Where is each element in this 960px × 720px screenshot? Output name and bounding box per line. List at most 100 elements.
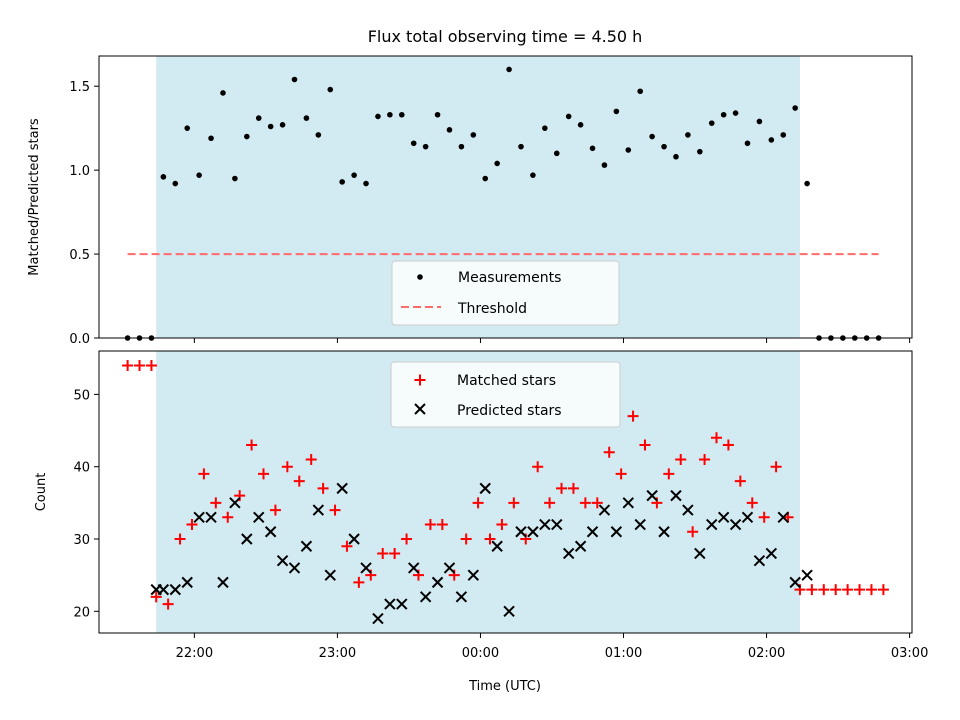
predicted-star-point bbox=[443, 562, 456, 574]
measurement-point bbox=[685, 132, 691, 138]
matched-star-point bbox=[544, 497, 556, 509]
measurement-point bbox=[744, 140, 751, 147]
measurement-point bbox=[494, 160, 500, 167]
matched-star-point bbox=[484, 533, 496, 545]
measurement-point bbox=[434, 111, 441, 118]
count-y-tick-label: 30 bbox=[73, 533, 90, 548]
predicted-star-point bbox=[193, 511, 205, 524]
ratio-legend-box bbox=[391, 260, 620, 326]
measurement-point bbox=[422, 143, 429, 150]
measurement-point bbox=[720, 111, 727, 118]
matched-star-point bbox=[567, 482, 579, 494]
predicted-star-point bbox=[241, 533, 253, 545]
measurement-point bbox=[196, 172, 202, 178]
measurement-point bbox=[756, 118, 763, 125]
matched-star-point bbox=[842, 584, 854, 596]
measurement-point bbox=[244, 133, 250, 140]
predicted-star-point bbox=[312, 504, 325, 516]
matched-star-point bbox=[424, 519, 436, 531]
matched-star-point bbox=[865, 584, 877, 596]
matched-star-point bbox=[556, 482, 568, 494]
predicted-star-point bbox=[717, 511, 730, 524]
matched-star-point bbox=[305, 453, 317, 465]
predicted-star-point bbox=[551, 518, 563, 531]
measurement-point bbox=[267, 123, 274, 130]
matched-star-point bbox=[818, 584, 830, 596]
measurement-point bbox=[220, 90, 226, 96]
matched-star-point bbox=[210, 497, 222, 509]
count-y-tick-label: 40 bbox=[73, 461, 90, 476]
matched-star-point bbox=[341, 540, 353, 552]
predicted-star-point bbox=[479, 482, 491, 495]
matched-star-point bbox=[353, 576, 365, 588]
matched-star-point bbox=[615, 468, 627, 480]
measurement-point bbox=[387, 111, 393, 118]
matched-star-point bbox=[329, 504, 341, 516]
predicted-star-point bbox=[205, 511, 217, 524]
legend-predicted-marker bbox=[414, 403, 426, 415]
predicted-star-point bbox=[157, 583, 170, 596]
predicted-star-point bbox=[455, 591, 468, 603]
measurement-point bbox=[589, 145, 596, 152]
predicted-star-point bbox=[253, 511, 265, 524]
predicted-star-point bbox=[670, 489, 682, 502]
predicted-star-point bbox=[515, 526, 527, 538]
measurement-point bbox=[303, 115, 310, 121]
x-axis-label: Time (UTC) bbox=[468, 679, 541, 694]
ratio-panel: 0.0 0.5 1.0 1.5 Measurements Threshold bbox=[69, 55, 913, 347]
predicted-star-point bbox=[706, 518, 718, 531]
predicted-star-point bbox=[431, 576, 444, 589]
measurement-point bbox=[482, 175, 489, 182]
predicted-star-point bbox=[229, 497, 241, 509]
measurement-point bbox=[375, 113, 381, 120]
measurement-point bbox=[339, 179, 345, 185]
predicted-star-point bbox=[408, 562, 420, 574]
predicted-star-point bbox=[169, 583, 182, 596]
matched-star-point bbox=[877, 584, 889, 596]
matched-star-point bbox=[532, 461, 544, 473]
matched-star-point bbox=[293, 475, 305, 487]
matched-star-point bbox=[186, 519, 198, 531]
count-panel: 20 30 40 50 22:00 23:00 00:00 01:00 02:00 03:00 Ma… bbox=[73, 350, 928, 661]
legend-measurements-label: Measurements bbox=[458, 270, 561, 286]
predicted-star-point bbox=[336, 482, 348, 495]
chart-title: Flux total observing time = 4.50 h bbox=[368, 27, 643, 46]
x-tick-label: 01:00 bbox=[605, 646, 642, 661]
matched-star-point bbox=[699, 453, 711, 465]
matched-star-point bbox=[150, 591, 162, 603]
measurement-point bbox=[398, 111, 405, 118]
predicted-star-point bbox=[419, 591, 432, 603]
matched-star-point bbox=[317, 482, 329, 494]
x-tick-label: 23:00 bbox=[319, 646, 356, 661]
predicted-star-point bbox=[396, 598, 408, 610]
matched-star-point bbox=[591, 497, 603, 509]
measurement-point bbox=[625, 147, 632, 153]
measurement-point bbox=[518, 143, 524, 150]
predicted-star-point bbox=[527, 526, 539, 538]
matched-star-point bbox=[770, 461, 782, 473]
measurement-point bbox=[649, 133, 655, 140]
predicted-star-point bbox=[646, 489, 658, 502]
measurement-point bbox=[184, 125, 191, 131]
predicted-star-point bbox=[288, 562, 301, 574]
count-y-tick-label: 50 bbox=[73, 388, 90, 403]
measurement-point bbox=[279, 122, 286, 128]
matched-star-point bbox=[174, 533, 186, 545]
measurement-point bbox=[792, 105, 798, 111]
predicted-star-point bbox=[217, 576, 229, 589]
matched-star-point bbox=[198, 468, 210, 480]
measurement-point bbox=[613, 108, 620, 115]
legend-predicted-label: Predicted stars bbox=[457, 403, 562, 419]
predicted-star-point bbox=[300, 540, 313, 552]
matched-star-point bbox=[710, 432, 722, 444]
measurement-point bbox=[506, 66, 512, 73]
measurement-point bbox=[637, 88, 644, 95]
matched-star-point bbox=[472, 497, 484, 509]
measurement-point bbox=[363, 180, 369, 187]
ratio-y-tick-label: 0.0 bbox=[69, 332, 90, 347]
measurement-point bbox=[780, 132, 787, 138]
matched-star-point bbox=[627, 410, 639, 422]
predicted-star-point bbox=[777, 511, 789, 524]
matched-star-point bbox=[854, 584, 866, 596]
